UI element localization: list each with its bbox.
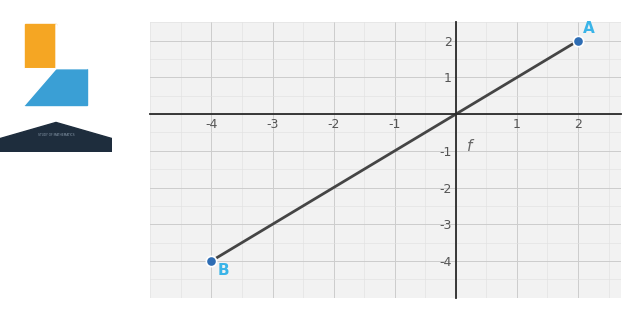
Text: B: B	[218, 263, 229, 278]
Text: SOM: SOM	[42, 113, 70, 124]
Text: STUDY OF MATHEMATICS: STUDY OF MATHEMATICS	[38, 132, 74, 137]
Polygon shape	[25, 69, 87, 105]
Text: f: f	[467, 139, 472, 154]
Polygon shape	[56, 24, 87, 69]
Point	[206, 258, 216, 263]
Text: A: A	[583, 21, 595, 36]
Point	[573, 38, 583, 43]
Polygon shape	[25, 69, 56, 105]
Polygon shape	[25, 24, 56, 69]
Polygon shape	[0, 123, 112, 152]
